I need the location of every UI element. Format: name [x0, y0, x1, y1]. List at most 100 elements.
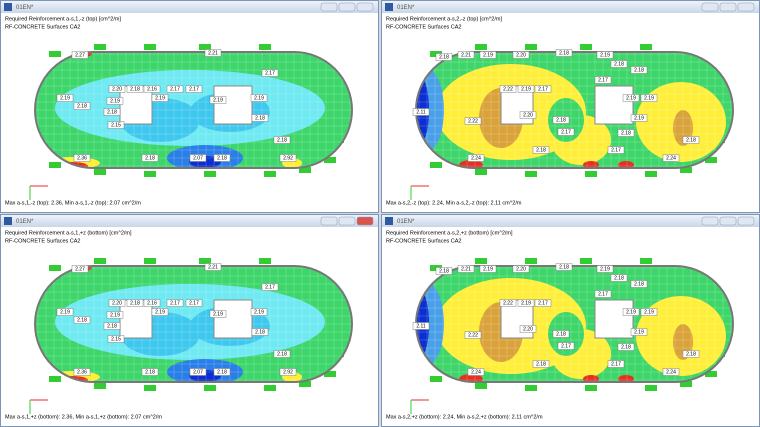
support	[525, 385, 537, 391]
maximize-button[interactable]	[338, 216, 356, 226]
support	[525, 44, 537, 50]
value-label: 2.18	[217, 369, 227, 375]
opening	[213, 299, 253, 339]
value-label: 2.18	[145, 369, 155, 375]
value-label-box	[555, 49, 573, 57]
value-label: 2.19	[213, 311, 223, 317]
value-label: 2.18	[614, 61, 624, 67]
value-label-box	[73, 316, 91, 324]
value-label: 2.19	[521, 86, 531, 92]
value-label: 2.17	[598, 77, 608, 83]
value-label: 2.19	[213, 97, 223, 103]
maximize-button[interactable]	[719, 2, 737, 12]
support	[49, 51, 61, 57]
support	[640, 44, 652, 50]
close-button[interactable]	[737, 216, 755, 226]
window-title: 01EN*	[16, 219, 34, 225]
value-label-box	[189, 368, 207, 376]
value-label-box	[107, 335, 125, 343]
value-label: 2.22	[503, 300, 513, 306]
close-button[interactable]	[356, 2, 374, 12]
support	[705, 371, 717, 377]
value-label-box	[279, 154, 297, 162]
window: 01EN* Required Reinforcement a-s,2,+z (bo…	[381, 214, 760, 427]
value-label-box	[71, 265, 89, 273]
value-label: 2.19	[155, 309, 165, 315]
value-label-box	[261, 69, 279, 77]
plot-heading: Required Reinforcement a-s,2,+z (bottom)…	[386, 230, 513, 236]
value-label-box	[519, 111, 537, 119]
value-label-box	[261, 283, 279, 291]
window-title: 01EN*	[16, 5, 34, 11]
value-label-box	[519, 325, 537, 333]
value-label-box	[204, 49, 222, 57]
close-button[interactable]	[737, 2, 755, 12]
value-label: 2.19	[634, 115, 644, 121]
value-label: 2.20	[516, 52, 526, 58]
value-label-box	[73, 102, 91, 110]
value-label-box	[464, 117, 482, 125]
value-label-box	[143, 85, 161, 93]
opening	[594, 85, 634, 125]
value-label: 2.24	[666, 155, 676, 161]
value-label: 2.17	[611, 361, 621, 367]
value-label: 2.19	[254, 309, 264, 315]
value-label: 2.18	[559, 50, 569, 56]
support	[264, 171, 276, 177]
value-label: 2.19	[254, 95, 264, 101]
support	[585, 385, 597, 391]
title-bar	[1, 215, 378, 227]
value-label: 2.17	[265, 284, 275, 290]
minimize-button[interactable]	[701, 2, 719, 12]
maximize-button[interactable]	[338, 2, 356, 12]
value-label: 2.27	[75, 52, 85, 58]
value-label-box	[534, 85, 552, 93]
minimize-button[interactable]	[320, 216, 338, 226]
minimize-button[interactable]	[701, 216, 719, 226]
value-label-box	[273, 350, 291, 358]
value-label-box	[412, 322, 430, 330]
plot-footer: Max a-s,2,-z (top): 2.24, Min a-s,2,-z (…	[386, 200, 522, 206]
value-label-box	[73, 368, 91, 376]
value-label: 2.18	[217, 155, 227, 161]
value-label: 2.17	[170, 86, 180, 92]
value-label-box	[141, 368, 159, 376]
value-label-box	[213, 368, 231, 376]
value-label-box	[662, 154, 680, 162]
value-label-box	[107, 121, 125, 129]
support	[680, 381, 692, 387]
value-label: 2.07	[193, 369, 203, 375]
value-label-box	[166, 299, 184, 307]
value-label-box	[412, 108, 430, 116]
value-label: 2.19	[110, 98, 120, 104]
window-icon	[385, 3, 393, 11]
value-label: 2.19	[521, 300, 531, 306]
support	[94, 383, 106, 389]
title-bar	[382, 1, 759, 13]
value-label-box	[279, 368, 297, 376]
value-label: 2.18	[614, 275, 624, 281]
value-label-box	[213, 154, 231, 162]
value-label-box	[103, 108, 121, 116]
value-label: 2.18	[439, 268, 449, 274]
value-label: 2.27	[75, 266, 85, 272]
value-label-box	[617, 343, 635, 351]
value-label-box	[467, 368, 485, 376]
value-label: 2.19	[60, 95, 70, 101]
value-label-box	[189, 154, 207, 162]
support	[94, 44, 106, 50]
value-label: 2.22	[503, 86, 513, 92]
value-label-box	[662, 368, 680, 376]
value-label-box	[464, 331, 482, 339]
minimize-button[interactable]	[320, 2, 338, 12]
value-label-box	[56, 308, 74, 316]
value-label: 2.18	[621, 344, 631, 350]
support	[680, 167, 692, 173]
value-label-box	[552, 116, 570, 124]
value-label: 2.18	[277, 137, 287, 143]
window-icon	[4, 3, 12, 11]
close-button[interactable]	[356, 216, 374, 226]
window: 01EN* Required Reinforcement a-s,1,+z (bo…	[0, 214, 379, 427]
maximize-button[interactable]	[719, 216, 737, 226]
value-label-box	[630, 114, 648, 122]
